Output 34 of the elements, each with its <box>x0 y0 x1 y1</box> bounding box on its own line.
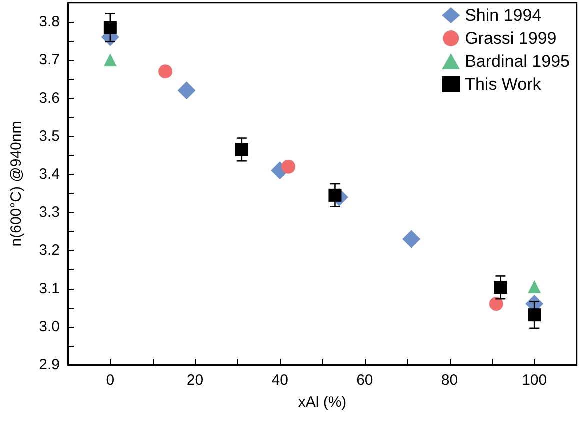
x-tick-label: 0 <box>106 372 115 389</box>
y-axis-title: n(600°C) @940nm <box>8 121 25 247</box>
y-tick-label: 3.5 <box>39 128 60 145</box>
y-tick-label: 3.8 <box>39 14 60 31</box>
point <box>402 230 421 248</box>
x-tick-label: 60 <box>356 372 374 389</box>
point <box>328 188 342 202</box>
point <box>282 160 296 174</box>
y-tick-label: 3.0 <box>39 318 60 336</box>
point <box>104 21 117 34</box>
x-tick-label: 40 <box>272 372 288 389</box>
y-tick-label: 2.9 <box>39 356 60 374</box>
y-tick-label: 3.3 <box>39 204 60 222</box>
y-tick-label: 3.4 <box>39 166 60 183</box>
point <box>528 308 542 322</box>
x-axis-title: xAl (%) <box>298 394 347 411</box>
point <box>528 280 542 294</box>
point <box>489 297 504 312</box>
x-tick-label: 80 <box>441 372 458 389</box>
y-tick-label: 3.6 <box>39 90 60 107</box>
point <box>178 82 196 100</box>
legend-label: This Work <box>465 75 542 94</box>
y-tick-label: 3.1 <box>39 280 60 298</box>
point <box>158 64 173 79</box>
x-tick-label: 100 <box>522 372 548 389</box>
legend-label: Bardinal 1995 <box>465 52 570 71</box>
legend-label: Shin 1994 <box>465 6 542 25</box>
point <box>235 143 248 156</box>
point <box>494 281 508 294</box>
x-tick-label: 20 <box>186 372 204 389</box>
point <box>104 54 117 67</box>
y-tick-label: 3.7 <box>39 52 60 69</box>
legend-label: Grassi 1999 <box>465 29 557 48</box>
y-tick-label: 3.2 <box>39 242 60 260</box>
